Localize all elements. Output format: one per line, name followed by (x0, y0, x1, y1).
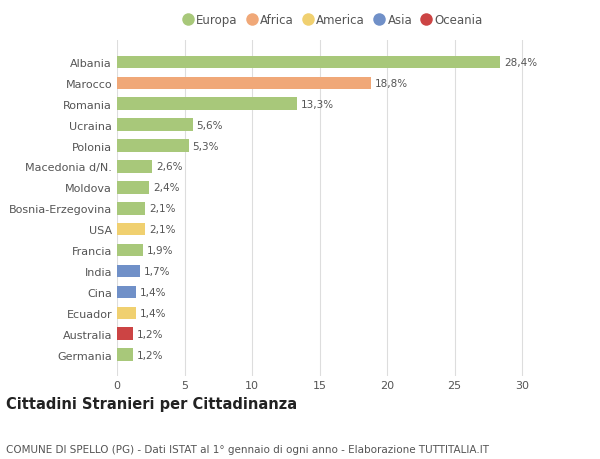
Text: 5,3%: 5,3% (193, 141, 219, 151)
Text: 2,6%: 2,6% (156, 162, 182, 172)
Bar (117, 286, 136, 298)
Text: 1,4%: 1,4% (140, 287, 166, 297)
Text: 18,8%: 18,8% (375, 78, 408, 89)
Text: 1,4%: 1,4% (140, 308, 166, 318)
Text: 2,4%: 2,4% (154, 183, 180, 193)
Text: 5,6%: 5,6% (197, 120, 223, 130)
Text: Cittadini Stranieri per Cittadinanza: Cittadini Stranieri per Cittadinanza (6, 396, 297, 411)
Bar (117, 98, 296, 111)
Text: 1,2%: 1,2% (137, 329, 164, 339)
Bar (117, 78, 371, 90)
Bar (117, 307, 136, 319)
Bar (117, 140, 188, 152)
Text: 2,1%: 2,1% (149, 225, 176, 235)
Text: 1,2%: 1,2% (137, 350, 164, 360)
Bar (117, 349, 133, 361)
Bar (117, 161, 152, 174)
Text: 13,3%: 13,3% (301, 100, 334, 110)
Bar (117, 265, 140, 278)
Text: 28,4%: 28,4% (505, 58, 538, 68)
Bar (117, 328, 133, 340)
Bar (117, 202, 145, 215)
Bar (117, 182, 149, 194)
Bar (117, 56, 500, 69)
Text: 2,1%: 2,1% (149, 204, 176, 214)
Text: 1,9%: 1,9% (146, 246, 173, 256)
Legend: Europa, Africa, America, Asia, Oceania: Europa, Africa, America, Asia, Oceania (178, 10, 488, 32)
Bar (117, 119, 193, 132)
Bar (117, 224, 145, 236)
Text: 1,7%: 1,7% (144, 266, 170, 276)
Bar (117, 244, 143, 257)
Text: COMUNE DI SPELLO (PG) - Dati ISTAT al 1° gennaio di ogni anno - Elaborazione TUT: COMUNE DI SPELLO (PG) - Dati ISTAT al 1°… (6, 444, 489, 454)
